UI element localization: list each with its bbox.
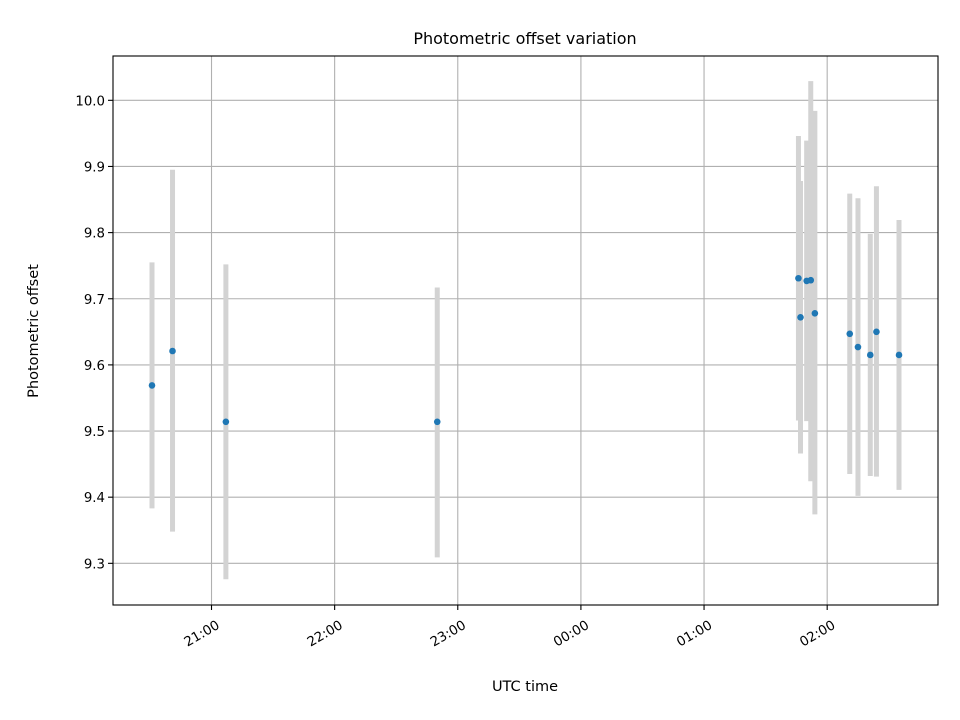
data-point [895,351,903,359]
y-tick-label: 9.5 [84,425,105,440]
data-point [866,351,874,359]
data-point [873,328,880,336]
data-point [795,274,802,282]
y-tick-label: 9.4 [84,491,105,506]
data-point [148,382,156,389]
data-point [433,418,441,426]
y-tick-label: 9.9 [84,160,105,175]
y-axis-ticks: 9.3 9.4 9.5 9.6 9.7 9.8 9.9 10.0 [75,94,113,572]
data-point [854,343,862,351]
x-axis-title: UTC time [492,679,558,695]
data-points [148,274,903,426]
plot-frame [112,55,939,606]
chart-title: Photometric offset variation [413,29,636,48]
data-point [807,276,815,284]
data-point [169,347,176,355]
data-point [846,330,854,338]
y-tick-label: 10.0 [75,94,105,109]
y-tick-label: 9.3 [84,557,105,572]
y-tick-label: 9.8 [84,227,105,242]
y-axis-title: Photometric offset [26,264,42,398]
y-tick-label: 9.6 [84,359,105,374]
data-point [811,310,819,317]
y-tick-label: 9.7 [84,293,105,308]
data-point [222,418,230,426]
data-point [797,313,804,321]
